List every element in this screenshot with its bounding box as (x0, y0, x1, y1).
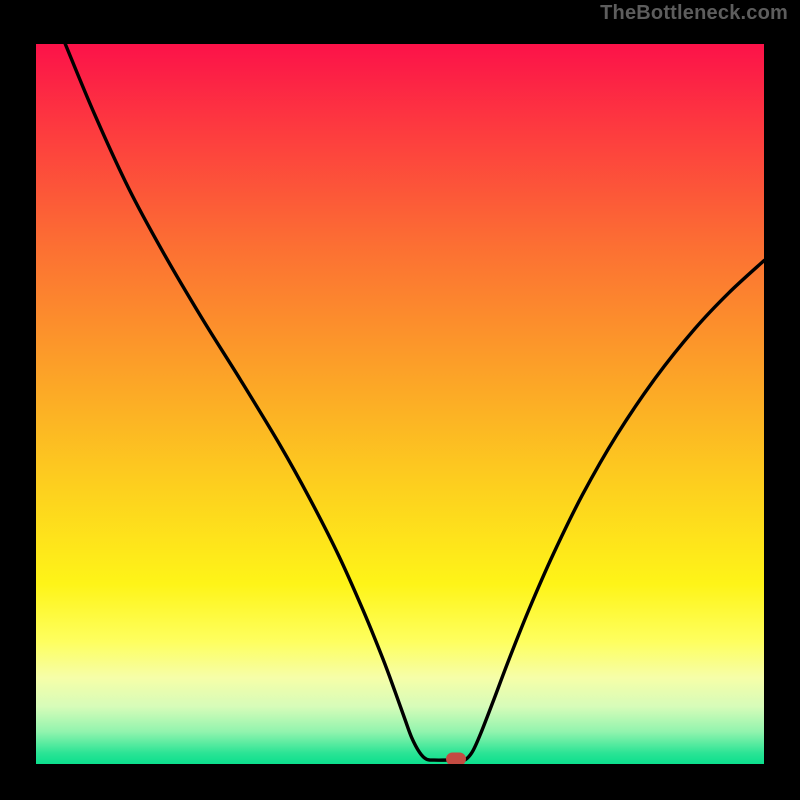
chart-plot-area (36, 44, 764, 764)
bottleneck-curve (36, 44, 764, 764)
watermark-text: TheBottleneck.com (600, 2, 788, 25)
optimum-marker (446, 753, 466, 764)
